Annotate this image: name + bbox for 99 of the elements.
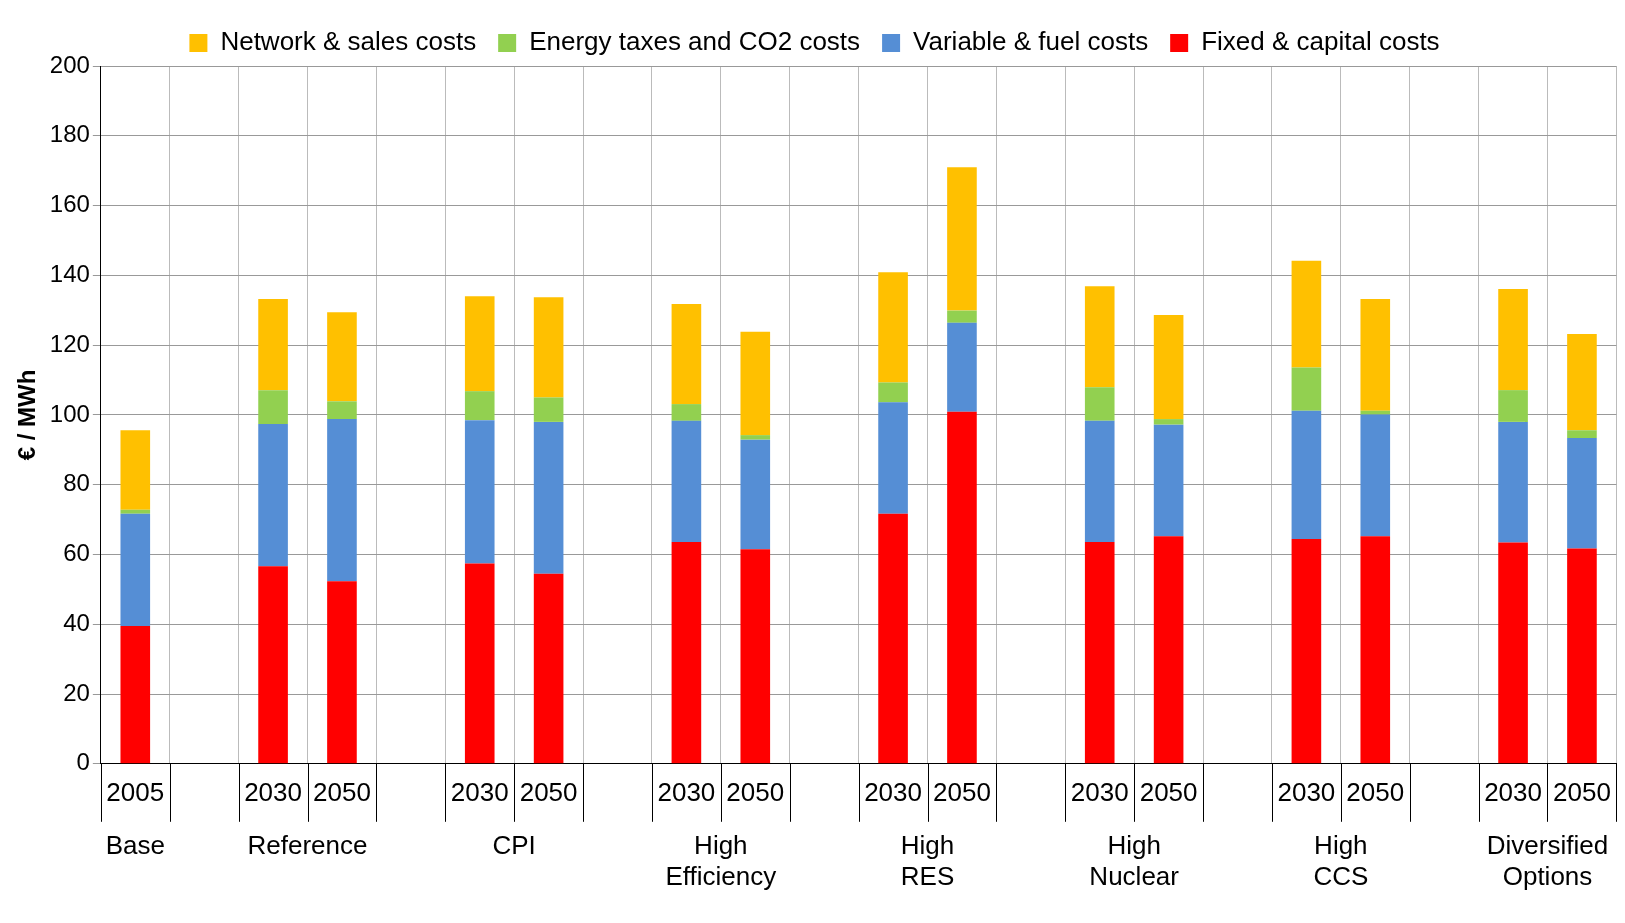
bar (1084, 420, 1115, 542)
text: High Efficiency (665, 829, 777, 891)
bar (533, 421, 564, 574)
y-tick-label: 140 (49, 259, 90, 287)
bar (120, 513, 151, 626)
bar (1360, 299, 1391, 411)
bar (533, 573, 564, 764)
bar (1153, 536, 1184, 764)
x-tick-label: 2050 (1553, 776, 1611, 807)
bar (327, 581, 357, 764)
bar (671, 303, 702, 405)
bar (1084, 541, 1115, 764)
bar (1360, 410, 1391, 415)
bar (258, 390, 288, 424)
y-tick-label: 100 (49, 399, 90, 427)
bar (1084, 286, 1115, 388)
bar (671, 420, 702, 542)
x-tick-label: 2030 (1277, 776, 1336, 807)
bar (1498, 542, 1528, 764)
bar (1153, 315, 1184, 420)
bar (878, 513, 908, 764)
bar (464, 391, 495, 421)
x-tick-label: 2050 (313, 776, 371, 807)
bar (1291, 367, 1322, 411)
text: CPI (492, 829, 536, 860)
bar (740, 439, 771, 550)
bar (258, 423, 288, 567)
bar (1498, 288, 1528, 391)
legend-label: Energy taxes and CO2 costs (529, 26, 861, 57)
y-tick-label: 160 (49, 190, 90, 218)
bar (258, 299, 288, 391)
bar (740, 435, 771, 440)
bar (1498, 390, 1528, 422)
x-tick-label: 2050 (933, 776, 991, 807)
bar (740, 549, 771, 764)
x-tick-label: 2050 (1139, 776, 1198, 807)
bar (1567, 430, 1597, 438)
y-axis-title: € / MWh (13, 369, 41, 461)
bar (740, 331, 771, 436)
bar (878, 382, 908, 403)
text: High CCS (1313, 829, 1369, 891)
y-tick-label: 60 (63, 539, 90, 567)
bar (947, 310, 977, 323)
bar (1153, 424, 1184, 537)
bar (533, 397, 564, 422)
bar (947, 167, 977, 311)
bar (1360, 536, 1391, 764)
bar (464, 563, 495, 764)
bar (1567, 437, 1597, 549)
bar (878, 402, 908, 514)
x-tick-label: 2005 (106, 776, 165, 807)
bar (120, 625, 151, 764)
text: Reference (247, 829, 368, 860)
y-tick-label: 40 (63, 608, 90, 636)
y-tick-label: 120 (49, 329, 90, 357)
bar (327, 401, 357, 420)
x-tick-label: 2050 (726, 776, 785, 807)
x-tick-label: 2030 (1484, 776, 1542, 807)
bar (671, 541, 702, 764)
bar (464, 420, 495, 564)
bar (120, 509, 151, 514)
text: High RES (900, 829, 955, 891)
bar (120, 430, 151, 510)
bar (947, 322, 977, 412)
bar (327, 312, 357, 402)
bar (1153, 419, 1184, 425)
bar (1567, 548, 1597, 764)
bar (1291, 410, 1322, 540)
text: High Nuclear (1089, 829, 1180, 891)
x-tick-label: 2050 (1346, 776, 1405, 807)
text: Diversified Options (1486, 829, 1609, 891)
bar (878, 272, 908, 383)
y-tick-label: 180 (49, 120, 90, 148)
x-tick-label: 2030 (450, 776, 509, 807)
bar (1084, 387, 1115, 421)
bar (1567, 333, 1597, 431)
bar (464, 296, 495, 392)
x-tick-label: 2030 (1070, 776, 1129, 807)
bar (671, 404, 702, 421)
bar (533, 297, 564, 398)
y-tick-label: 200 (49, 50, 90, 78)
bar (327, 419, 357, 582)
x-tick-label: 2030 (657, 776, 716, 807)
x-tick-label: 2030 (244, 776, 302, 807)
bar (258, 566, 288, 764)
x-tick-label: 2050 (519, 776, 578, 807)
bar (1498, 421, 1528, 543)
y-tick-label: 80 (63, 469, 90, 497)
y-tick-label: 0 (76, 748, 90, 776)
legend-label: Fixed & capital costs (1201, 26, 1440, 57)
legend-label: Variable & fuel costs (913, 26, 1149, 57)
x-tick-label: 2030 (864, 776, 922, 807)
y-tick-label: 20 (63, 678, 90, 706)
bar (1360, 414, 1391, 537)
legend-label: Network & sales costs (220, 26, 477, 57)
bar (947, 411, 977, 764)
text: Base (105, 829, 165, 860)
bar (1291, 260, 1322, 368)
bar (1291, 539, 1322, 764)
